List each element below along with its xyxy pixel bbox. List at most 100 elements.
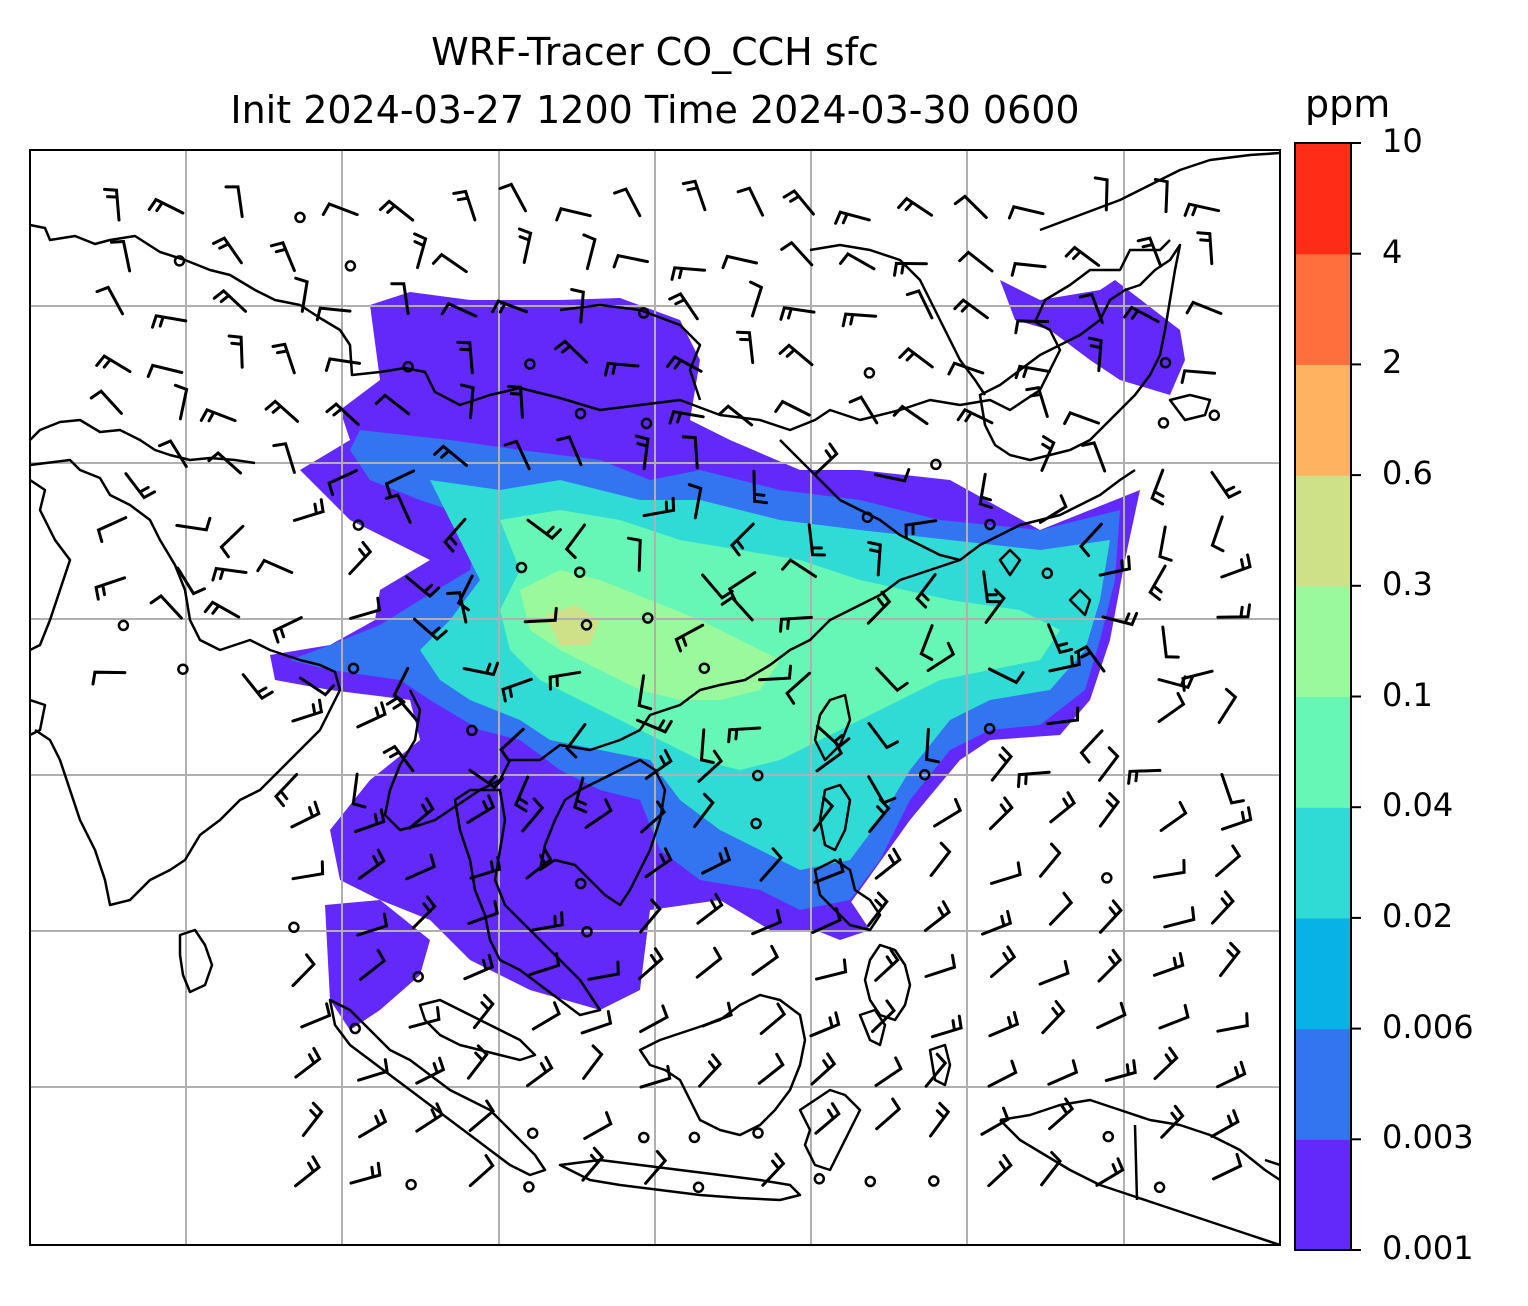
wind-barb: [923, 900, 952, 932]
calm-wind-circle: [861, 511, 874, 523]
colorbar-segment: [1295, 807, 1351, 919]
wind-barb: [272, 616, 303, 644]
wind-barb: [462, 661, 499, 677]
wind-barb: [531, 911, 564, 932]
wind-barb: [325, 402, 360, 426]
wind-barb: [874, 847, 902, 880]
calm-wind-circle: [574, 407, 587, 420]
wind-barb: [1210, 515, 1225, 553]
colorbar-tick-label: 0.1: [1382, 675, 1433, 714]
wind-barb: [415, 1102, 444, 1133]
wind-barb: [523, 606, 558, 624]
wind-barb: [1007, 205, 1045, 220]
wind-barb: [1047, 1059, 1079, 1086]
calm-wind-circle: [642, 612, 654, 624]
wind-barb: [433, 444, 468, 467]
wind-barb: [953, 298, 989, 320]
wind-barb: [759, 1002, 787, 1035]
wind-barb: [1014, 319, 1050, 335]
wind-barb: [1159, 801, 1188, 832]
wind-barb: [147, 197, 185, 215]
wind-barb: [841, 312, 878, 328]
wind-barb: [785, 671, 811, 705]
wind-barb: [521, 797, 545, 833]
wind-barb: [681, 435, 699, 470]
wind-barb: [681, 179, 707, 212]
wind-barb: [813, 442, 839, 476]
calm-wind-circle: [1157, 417, 1170, 429]
colorbar-tick-label: 0.001: [1382, 1229, 1474, 1267]
wind-barb: [382, 744, 415, 773]
wind-barb: [915, 573, 937, 609]
calm-wind-circle: [294, 211, 306, 224]
wind-barb: [612, 253, 649, 269]
wind-barb: [274, 773, 299, 808]
wind-barb: [735, 330, 755, 364]
wind-barb: [839, 252, 876, 271]
wind-barb: [272, 442, 296, 474]
wind-barb: [583, 1111, 613, 1140]
wind-barb: [256, 558, 294, 574]
wind-barb: [905, 289, 934, 320]
wind-barb: [413, 617, 448, 641]
wind-barb: [871, 999, 896, 1033]
wind-barb: [781, 558, 818, 578]
wind-barb: [94, 576, 127, 601]
wind-barb: [613, 187, 642, 218]
calm-wind-circle: [984, 518, 996, 531]
wind-barb: [1215, 844, 1242, 878]
wind-barb: [1153, 178, 1169, 214]
calm-wind-circle: [347, 662, 360, 675]
wind-barb: [729, 522, 755, 557]
wind-barb: [469, 855, 502, 880]
calm-wind-circle: [349, 1022, 361, 1035]
wind-barb: [752, 469, 769, 505]
wind-barb: [603, 361, 640, 377]
wind-barb: [1127, 768, 1162, 785]
wind-barb: [639, 898, 662, 934]
wind-barb: [1216, 1012, 1249, 1033]
wind-barb: [1181, 669, 1214, 692]
wind-barb: [498, 182, 527, 213]
wind-barb: [580, 1010, 613, 1035]
wind-barb: [1098, 899, 1123, 934]
wind-barb: [290, 800, 321, 829]
wind-barb: [1025, 386, 1049, 418]
wind-barb: [565, 722, 587, 759]
wind-barb: [1041, 1000, 1066, 1035]
wind-barbs: [89, 176, 1253, 1188]
wind-barb: [874, 1056, 903, 1087]
wind-barb: [874, 948, 900, 982]
wind-barb: [929, 841, 952, 877]
wind-barb: [990, 746, 1013, 782]
wind-barb: [151, 314, 188, 329]
wind-barb: [1196, 231, 1214, 266]
calm-wind-circle: [573, 566, 586, 578]
wind-barb: [199, 408, 237, 423]
wind-barb: [898, 346, 934, 369]
wind-barb: [463, 953, 495, 981]
wind-barb: [207, 451, 242, 475]
wind-barb: [1216, 603, 1251, 619]
wind-barb: [1074, 644, 1106, 673]
wind-barb: [385, 695, 419, 723]
wind-barb: [1038, 494, 1068, 524]
calm-wind-circle: [344, 260, 357, 272]
wind-barb: [981, 910, 1013, 936]
wind-barb: [384, 469, 416, 497]
colorbar-segment: [1295, 1028, 1351, 1140]
wind-barb: [814, 1102, 841, 1135]
wind-barb: [499, 727, 525, 762]
wind-barb: [456, 340, 474, 375]
wind-barb: [1217, 687, 1238, 724]
wind-barb: [507, 384, 524, 419]
wind-barb: [990, 945, 1017, 978]
calm-wind-circle: [640, 417, 653, 430]
wind-barb: [554, 339, 588, 364]
wind-barb: [175, 516, 212, 532]
wind-barb: [811, 907, 842, 934]
calm-wind-circle: [405, 1178, 417, 1191]
calm-wind-circle: [918, 768, 931, 781]
colorbar-segment: [1295, 696, 1351, 808]
